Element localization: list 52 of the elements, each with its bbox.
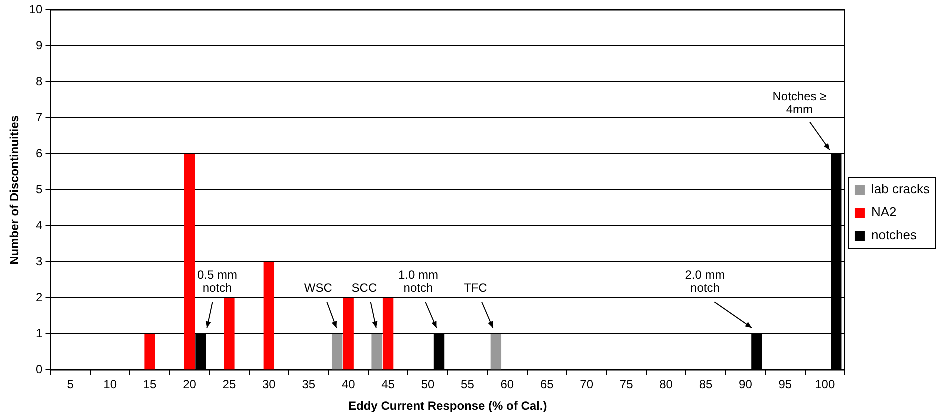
y-tick-label: 6 [36, 146, 44, 161]
annotation: 0.5 mm notch [198, 268, 238, 296]
y-tick-label: 4 [36, 218, 44, 233]
x-tick-label: 30 [262, 378, 276, 392]
annotation: TFC [464, 281, 488, 296]
x-tick-label: 40 [342, 378, 356, 392]
x-tick-label: 55 [461, 378, 475, 392]
bar [144, 334, 156, 370]
x-tick-label: 20 [183, 378, 197, 392]
bar [490, 334, 502, 370]
x-tick-label: 90 [739, 378, 753, 392]
x-tick-label: 95 [778, 378, 792, 392]
x-tick-label: 25 [222, 378, 236, 392]
y-tick-label: 5 [36, 182, 44, 197]
bar [224, 298, 235, 370]
x-tick-label: 35 [302, 378, 316, 392]
bar [372, 334, 382, 370]
x-tick-label: 100 [815, 378, 836, 392]
y-tick-label: 7 [36, 110, 44, 125]
annotation: 2.0 mm notch [685, 268, 726, 296]
x-tick-label: 50 [421, 378, 436, 392]
x-tick-label: 5 [67, 378, 74, 392]
x-tick-label: 75 [620, 378, 634, 392]
x-tick-label: 10 [104, 378, 118, 392]
x-tick-label: 85 [699, 378, 713, 392]
y-tick-label: 1 [36, 326, 44, 341]
y-tick-label: 10 [29, 2, 44, 17]
bar [382, 298, 394, 370]
x-tick-label: 65 [540, 378, 554, 392]
x-tick-label: 70 [580, 378, 594, 392]
annotation: WSC [304, 281, 333, 296]
annotation: Notches ≥ 4mm [772, 89, 828, 116]
y-tick-label: 8 [36, 74, 44, 89]
y-tick-label: 3 [36, 254, 44, 269]
x-tick-label: 60 [500, 378, 514, 392]
y-tick-label: 0 [36, 362, 44, 377]
legend-label: notches [871, 228, 918, 243]
bar [264, 262, 275, 370]
x-axis-title: Eddy Current Response (% of Cal.) [348, 399, 548, 414]
bar [332, 334, 343, 370]
legend-label: NA2 [871, 204, 897, 220]
legend-label: lab cracks [871, 182, 930, 197]
bar [343, 298, 354, 370]
y-tick-label: 9 [36, 38, 44, 53]
annotation: SCC [352, 281, 378, 296]
y-axis-title: Number of Discontinuities [8, 115, 22, 265]
x-tick-label: 45 [382, 378, 396, 392]
annotation: 1.0 mm notch [398, 268, 438, 296]
y-tick-label: 2 [36, 290, 44, 305]
x-tick-label: 80 [660, 378, 674, 392]
bar [184, 154, 196, 370]
x-tick-label: 15 [143, 378, 158, 392]
